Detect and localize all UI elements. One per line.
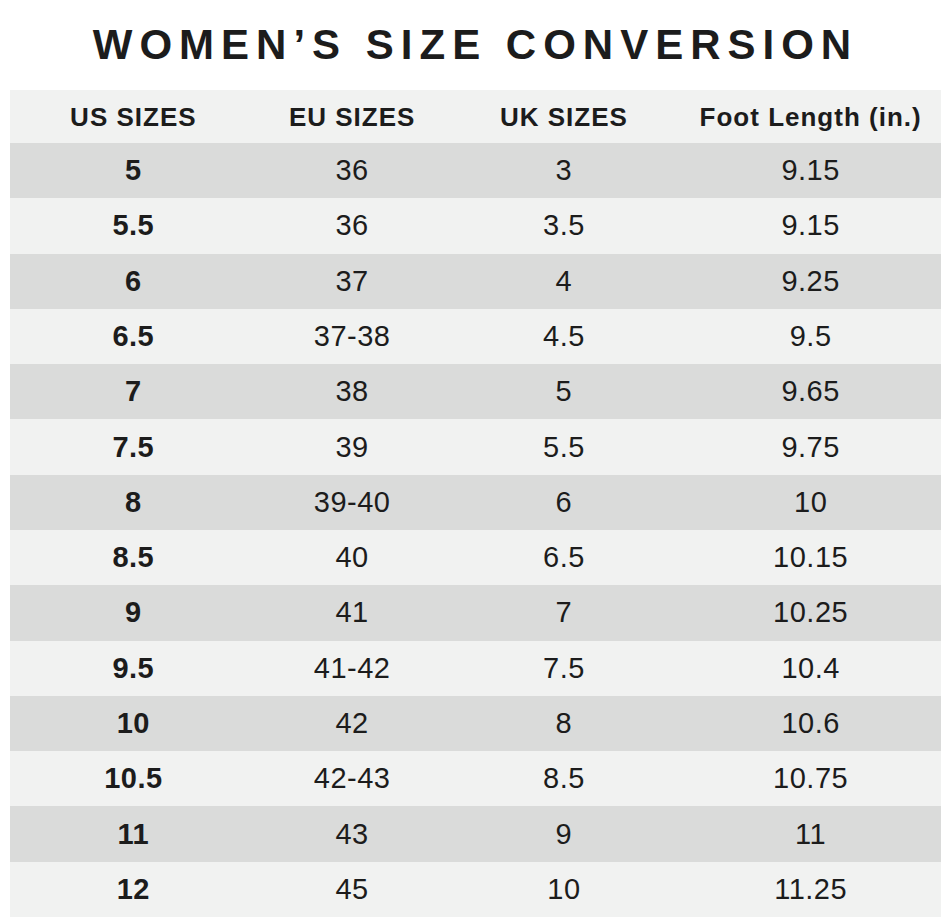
table-cell-foot-length: 9.25 — [680, 267, 941, 296]
table-row: 8 39-40 6 10 — [10, 475, 941, 530]
table-cell-foot-length: 10.4 — [680, 654, 941, 683]
table-cell-uk-size: 4.5 — [448, 322, 681, 351]
table-cell-foot-length: 10 — [680, 488, 941, 517]
table-row: 8.5 40 6.5 10.15 — [10, 530, 941, 585]
table-body: 5 36 3 9.15 5.5 36 3.5 9.15 6 37 4 9.25 … — [10, 143, 941, 917]
table-row: 10 42 8 10.6 — [10, 696, 941, 751]
table-cell-uk-size: 10 — [448, 875, 681, 904]
table-cell-eu-size: 37 — [257, 267, 448, 296]
table-cell-foot-length: 10.25 — [680, 598, 941, 627]
table-cell-eu-size: 37-38 — [257, 322, 448, 351]
table-cell-foot-length: 10.15 — [680, 543, 941, 572]
table-cell-us-size: 10.5 — [10, 764, 257, 793]
table-row: 7 38 5 9.65 — [10, 364, 941, 419]
table-cell-us-size: 7.5 — [10, 433, 257, 462]
table-cell-uk-size: 7 — [448, 598, 681, 627]
table-cell-eu-size: 42 — [257, 709, 448, 738]
table-cell-us-size: 9 — [10, 598, 257, 627]
table-cell-eu-size: 39-40 — [257, 488, 448, 517]
column-header-us-sizes: US SIZES — [10, 104, 257, 130]
table-cell-us-size: 9.5 — [10, 654, 257, 683]
table-row: 9.5 41-42 7.5 10.4 — [10, 641, 941, 696]
table-cell-eu-size: 38 — [257, 377, 448, 406]
table-cell-us-size: 10 — [10, 709, 257, 738]
table-cell-uk-size: 9 — [448, 820, 681, 849]
table-cell-eu-size: 40 — [257, 543, 448, 572]
table-cell-foot-length: 11 — [680, 820, 941, 849]
table-row: 9 41 7 10.25 — [10, 585, 941, 640]
table-cell-eu-size: 39 — [257, 433, 448, 462]
table-cell-foot-length: 11.25 — [680, 875, 941, 904]
table-cell-us-size: 11 — [10, 820, 257, 849]
table-header-row: US SIZES EU SIZES UK SIZES Foot Length (… — [10, 90, 941, 143]
table-cell-us-size: 6.5 — [10, 322, 257, 351]
table-cell-us-size: 5.5 — [10, 211, 257, 240]
table-row: 7.5 39 5.5 9.75 — [10, 419, 941, 474]
table-row: 11 43 9 11 — [10, 806, 941, 861]
table-cell-foot-length: 9.65 — [680, 377, 941, 406]
table-row: 12 45 10 11.25 — [10, 862, 941, 917]
table-row: 5.5 36 3.5 9.15 — [10, 198, 941, 253]
table-cell-uk-size: 5.5 — [448, 433, 681, 462]
column-header-uk-sizes: UK SIZES — [448, 104, 681, 130]
table-cell-uk-size: 3.5 — [448, 211, 681, 240]
table-cell-uk-size: 7.5 — [448, 654, 681, 683]
table-cell-uk-size: 6.5 — [448, 543, 681, 572]
table-cell-eu-size: 43 — [257, 820, 448, 849]
table-cell-foot-length: 10.6 — [680, 709, 941, 738]
table-cell-uk-size: 3 — [448, 156, 681, 185]
table-cell-uk-size: 5 — [448, 377, 681, 406]
table-cell-eu-size: 36 — [257, 156, 448, 185]
table-cell-us-size: 12 — [10, 875, 257, 904]
table-row: 5 36 3 9.15 — [10, 143, 941, 198]
table-cell-uk-size: 8 — [448, 709, 681, 738]
table-cell-eu-size: 45 — [257, 875, 448, 904]
table-cell-foot-length: 9.5 — [680, 322, 941, 351]
table-cell-eu-size: 42-43 — [257, 764, 448, 793]
table-cell-us-size: 8 — [10, 488, 257, 517]
table-cell-eu-size: 36 — [257, 211, 448, 240]
table-cell-foot-length: 9.15 — [680, 211, 941, 240]
table-cell-us-size: 6 — [10, 267, 257, 296]
table-cell-us-size: 7 — [10, 377, 257, 406]
table-cell-foot-length: 9.15 — [680, 156, 941, 185]
table-row: 6.5 37-38 4.5 9.5 — [10, 309, 941, 364]
table-cell-foot-length: 10.75 — [680, 764, 941, 793]
table-cell-uk-size: 4 — [448, 267, 681, 296]
size-conversion-table: US SIZES EU SIZES UK SIZES Foot Length (… — [10, 90, 941, 917]
table-row: 6 37 4 9.25 — [10, 254, 941, 309]
table-cell-uk-size: 6 — [448, 488, 681, 517]
table-cell-us-size: 5 — [10, 156, 257, 185]
table-cell-us-size: 8.5 — [10, 543, 257, 572]
page-title: WOMEN’S SIZE CONVERSION — [0, 0, 951, 90]
column-header-eu-sizes: EU SIZES — [257, 104, 448, 130]
table-cell-eu-size: 41 — [257, 598, 448, 627]
table-cell-uk-size: 8.5 — [448, 764, 681, 793]
table-cell-foot-length: 9.75 — [680, 433, 941, 462]
table-cell-eu-size: 41-42 — [257, 654, 448, 683]
column-header-foot-length: Foot Length (in.) — [680, 104, 941, 130]
table-row: 10.5 42-43 8.5 10.75 — [10, 751, 941, 806]
